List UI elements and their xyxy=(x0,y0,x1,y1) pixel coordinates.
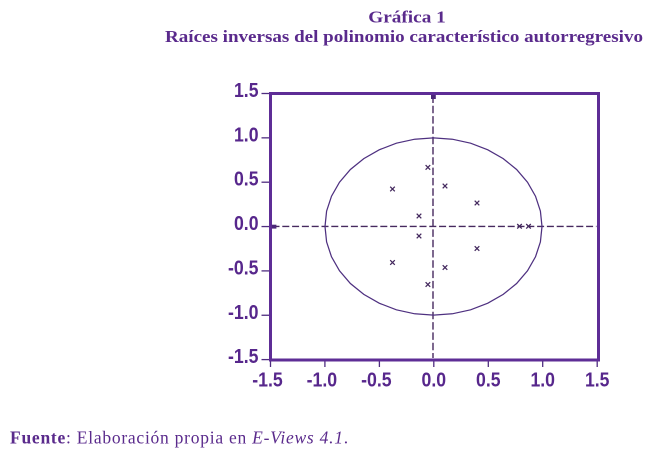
svg-text:Gráfica 1: Gráfica 1 xyxy=(368,8,446,27)
svg-text:-1.0: -1.0 xyxy=(228,302,259,324)
svg-text:-0.5: -0.5 xyxy=(361,370,392,392)
svg-text:0.5: 0.5 xyxy=(476,370,501,392)
svg-text:1.5: 1.5 xyxy=(585,370,610,392)
svg-text:1.0: 1.0 xyxy=(234,124,259,146)
svg-text:Fuente: Elaboración propia en: Fuente: Elaboración propia en E-Views 4.… xyxy=(10,428,349,448)
svg-text:1.5: 1.5 xyxy=(234,80,259,102)
svg-text:0.0: 0.0 xyxy=(234,213,259,235)
svg-text:-1.0: -1.0 xyxy=(307,370,338,392)
svg-text:-1.5: -1.5 xyxy=(252,370,283,392)
svg-text:1.0: 1.0 xyxy=(530,370,555,392)
svg-text:-1.5: -1.5 xyxy=(228,346,259,368)
svg-text:0.0: 0.0 xyxy=(422,370,447,392)
svg-text:0.5: 0.5 xyxy=(234,169,259,191)
svg-text:Raíces inversas del polinomio: Raíces inversas del polinomio caracterís… xyxy=(165,27,643,46)
svg-text:-0.5: -0.5 xyxy=(228,257,259,279)
